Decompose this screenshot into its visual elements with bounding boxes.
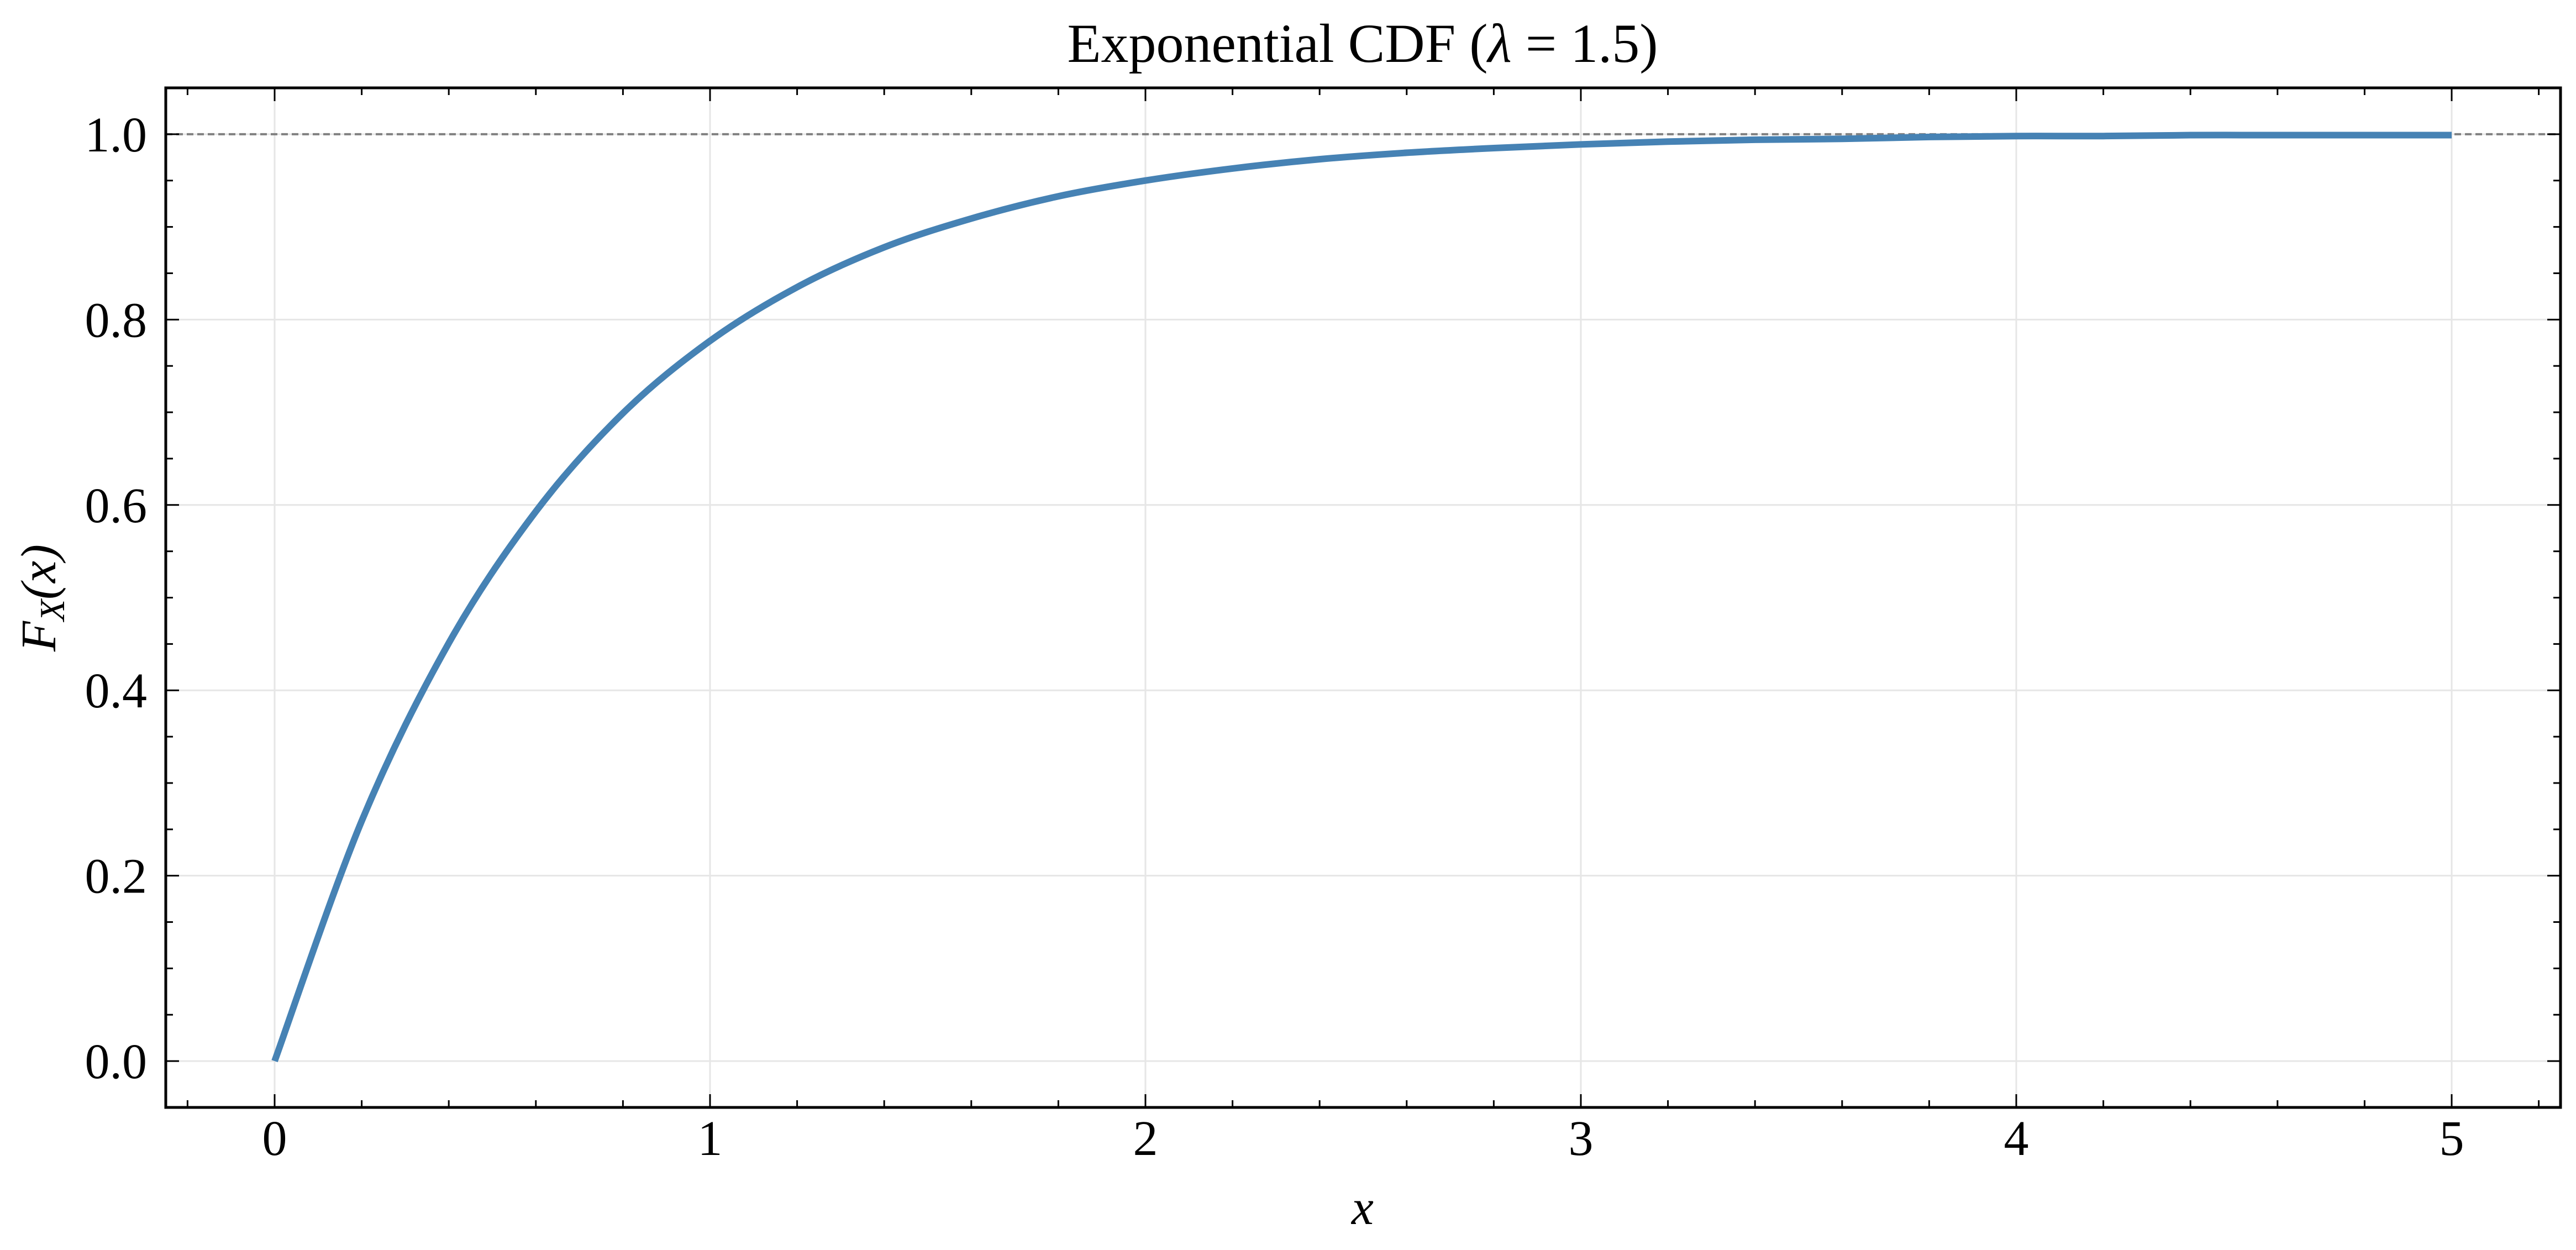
y-tick-label: 0.2 xyxy=(85,849,148,904)
axes-frame xyxy=(164,86,2562,1109)
x-tick-label: 3 xyxy=(1569,1111,1594,1166)
series-group xyxy=(271,132,2452,1063)
x-tick-label: 5 xyxy=(2440,1111,2464,1166)
y-label-main: F xyxy=(12,621,66,652)
x-tick-label: 4 xyxy=(2004,1111,2029,1166)
ticks xyxy=(166,87,2561,1109)
tick-labels: 0 1 2 3 4 5 0.0 0.2 0.4 0.6 0.8 1.0 xyxy=(85,108,2464,1166)
y-axis-label: FX(x) xyxy=(12,544,72,652)
title-suffix: = 1.5) xyxy=(1512,13,1658,74)
y-tick-label: 1.0 xyxy=(85,108,148,162)
chart-title: Exponential CDF (λ = 1.5) xyxy=(1067,13,1658,74)
x-axis-label: x xyxy=(1350,1180,1374,1235)
y-tick-label: 0.4 xyxy=(85,664,148,718)
y-label-sub: X xyxy=(33,598,72,623)
x-tick-label: 1 xyxy=(698,1111,723,1166)
cdf-line xyxy=(271,132,2452,1063)
title-prefix: Exponential CDF ( xyxy=(1067,13,1487,74)
y-tick-label: 0.6 xyxy=(85,479,148,533)
y-tick-label: 0.0 xyxy=(85,1034,148,1089)
y-label-arg: (x) xyxy=(12,544,66,600)
y-tick-label: 0.8 xyxy=(85,293,148,348)
x-tick-label: 0 xyxy=(262,1111,287,1166)
title-lambda: λ xyxy=(1486,13,1512,74)
grid xyxy=(166,88,2561,1107)
x-tick-label: 2 xyxy=(1133,1111,1158,1166)
